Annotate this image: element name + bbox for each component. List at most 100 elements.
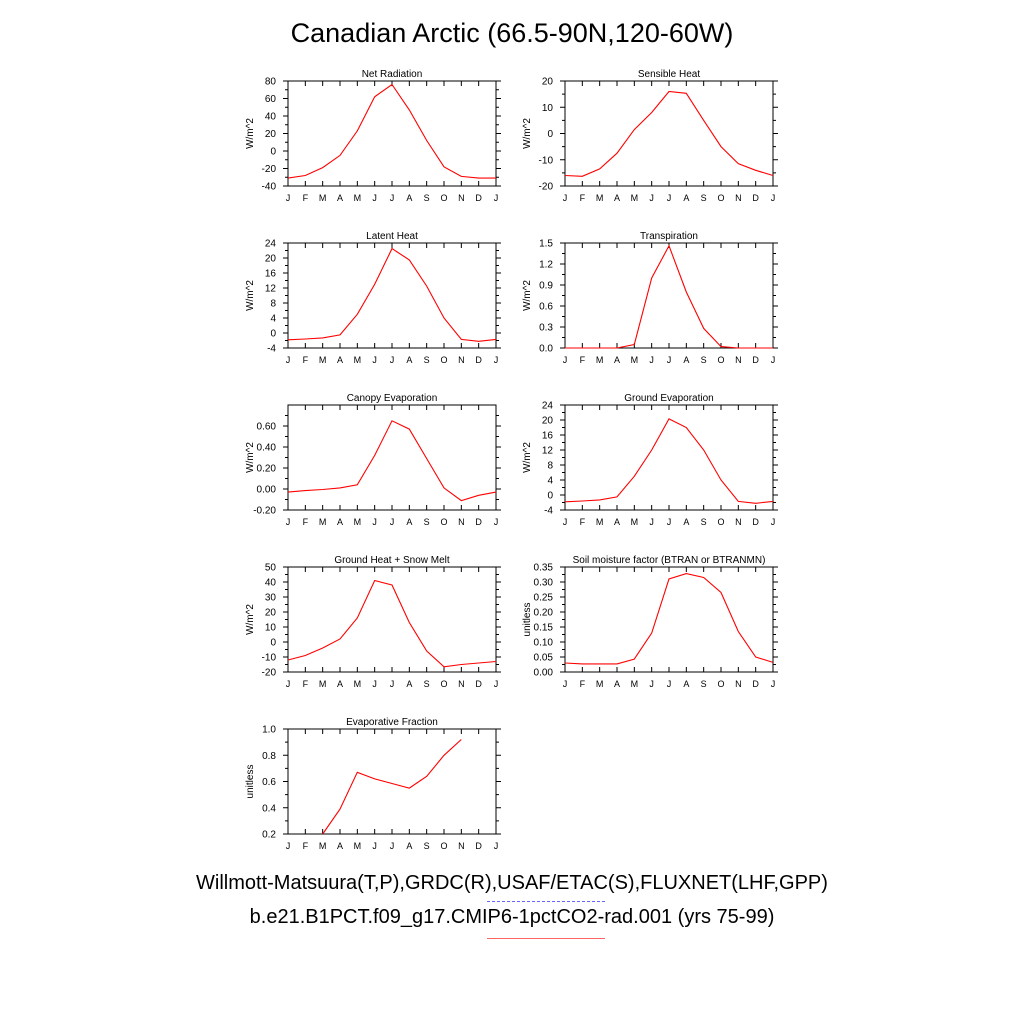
y-tick-label: 0.8 xyxy=(262,751,276,762)
y-tick-label: 10 xyxy=(265,623,277,634)
x-tick-label: O xyxy=(440,679,447,689)
y-tick-label: 12 xyxy=(265,284,277,295)
x-tick-label: A xyxy=(683,517,689,527)
x-tick-label: J xyxy=(563,517,568,527)
x-tick-label: O xyxy=(440,193,447,203)
plot-frame xyxy=(287,242,497,349)
x-tick-label: S xyxy=(424,679,430,689)
x-tick-label: D xyxy=(752,193,759,203)
x-tick-label: M xyxy=(319,193,327,203)
x-tick-label: M xyxy=(596,355,604,365)
y-tick-label: -20 xyxy=(262,164,277,175)
x-tick-label: J xyxy=(494,841,499,851)
y-tick-label: -10 xyxy=(539,155,554,166)
y-axis-label: W/m^2 xyxy=(245,280,256,311)
x-tick-label: S xyxy=(701,517,707,527)
x-tick-label: J xyxy=(649,679,654,689)
series-line xyxy=(564,573,774,665)
y-tick-label: 20 xyxy=(265,608,277,619)
y-tick-label: 0.20 xyxy=(534,608,554,619)
x-tick-label: O xyxy=(717,517,724,527)
x-tick-label: A xyxy=(406,841,412,851)
y-tick-label: 1.5 xyxy=(539,239,553,250)
x-tick-label: S xyxy=(424,517,430,527)
x-tick-label: A xyxy=(683,193,689,203)
panel-title: Latent Heat xyxy=(366,231,418,242)
x-tick-label: J xyxy=(286,355,291,365)
y-tick-label: 0.60 xyxy=(257,422,277,433)
x-tick-label: D xyxy=(752,517,759,527)
x-tick-label: A xyxy=(683,355,689,365)
x-tick-label: J xyxy=(771,193,776,203)
x-tick-label: J xyxy=(771,679,776,689)
legend-model-swatch xyxy=(487,938,605,939)
y-tick-label: 0.2 xyxy=(262,830,276,841)
x-tick-label: A xyxy=(614,679,620,689)
x-tick-label: A xyxy=(614,517,620,527)
x-tick-label: F xyxy=(303,517,309,527)
x-tick-label: A xyxy=(614,355,620,365)
y-tick-label: 0 xyxy=(270,147,276,158)
panel-title: Canopy Evaporation xyxy=(347,393,438,404)
series-line xyxy=(287,579,497,668)
x-tick-label: M xyxy=(354,355,362,365)
x-tick-label: F xyxy=(303,841,309,851)
y-tick-label: 4 xyxy=(270,314,276,325)
x-tick-label: J xyxy=(667,355,672,365)
y-axis-label: unitless xyxy=(522,603,533,637)
x-tick-label: M xyxy=(354,193,362,203)
y-axis-label: W/m^2 xyxy=(522,280,533,311)
x-tick-label: N xyxy=(735,193,742,203)
x-tick-label: O xyxy=(440,517,447,527)
y-tick-label: 50 xyxy=(265,563,277,574)
x-tick-label: A xyxy=(337,355,343,365)
y-tick-label: 10 xyxy=(542,103,554,114)
x-tick-label: F xyxy=(303,193,309,203)
x-tick-label: M xyxy=(319,355,327,365)
y-tick-label: 20 xyxy=(265,254,277,265)
x-tick-label: N xyxy=(735,517,742,527)
x-tick-label: J xyxy=(494,679,499,689)
y-tick-label: 0.00 xyxy=(257,485,277,496)
y-tick-label: 24 xyxy=(542,401,554,412)
x-tick-label: D xyxy=(475,841,482,851)
y-tick-label: 80 xyxy=(265,77,277,88)
x-tick-label: F xyxy=(303,355,309,365)
panel-title: Transpiration xyxy=(640,231,698,242)
y-tick-label: -4 xyxy=(267,344,276,355)
x-tick-label: S xyxy=(424,355,430,365)
x-tick-label: J xyxy=(494,355,499,365)
series-line xyxy=(287,420,497,502)
y-tick-label: 0.40 xyxy=(257,443,277,454)
panel-title: Ground Heat + Snow Melt xyxy=(334,555,450,566)
x-tick-label: A xyxy=(337,193,343,203)
y-tick-label: 0.6 xyxy=(539,302,553,313)
x-tick-label: D xyxy=(752,355,759,365)
y-tick-label: 40 xyxy=(265,112,277,123)
y-axis-label: W/m^2 xyxy=(522,118,533,149)
x-tick-label: M xyxy=(596,679,604,689)
y-tick-label: 0.9 xyxy=(539,281,553,292)
y-tick-label: -20 xyxy=(539,182,554,193)
y-axis-label: W/m^2 xyxy=(245,118,256,149)
plot-frame xyxy=(287,728,497,835)
x-tick-label: N xyxy=(735,679,742,689)
x-tick-label: M xyxy=(354,679,362,689)
legend-model: b.e21.B1PCT.f09_g17.CMIP6-1pctCO2-rad.00… xyxy=(249,906,775,928)
x-tick-label: D xyxy=(475,193,482,203)
y-tick-label: 0.3 xyxy=(539,323,553,334)
y-axis-label: W/m^2 xyxy=(522,442,533,473)
x-tick-label: A xyxy=(406,355,412,365)
x-tick-label: J xyxy=(649,193,654,203)
x-tick-label: A xyxy=(406,679,412,689)
y-tick-label: 40 xyxy=(265,578,277,589)
series-line xyxy=(564,418,774,504)
legend-observed: Willmott-Matsuura(T,P),GRDC(R),USAF/ETAC… xyxy=(196,872,828,894)
x-tick-label: J xyxy=(372,355,377,365)
x-tick-label: O xyxy=(440,355,447,365)
